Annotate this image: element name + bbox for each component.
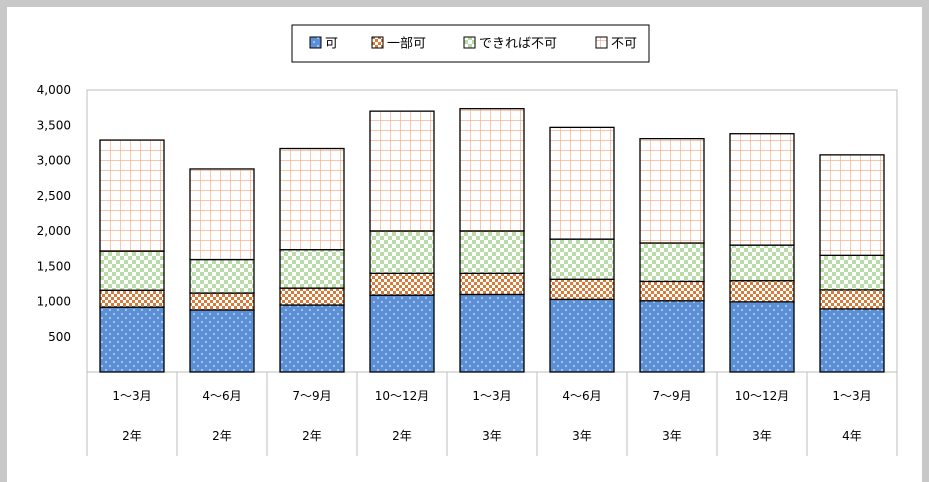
bar-segment <box>369 272 435 296</box>
bar-segment <box>459 108 525 232</box>
bar-segment <box>99 250 165 291</box>
x-year-label: 3年 <box>572 429 592 443</box>
bar-segment <box>369 230 435 274</box>
x-category-label: 7～9月 <box>652 389 691 403</box>
bar-segment <box>819 154 885 256</box>
legend-label: できれば不可 <box>479 37 557 52</box>
x-category-label: 1～3月 <box>112 389 151 403</box>
legend-label: 不可 <box>611 37 637 52</box>
y-tick-label: 1,500 <box>37 259 71 273</box>
bar-segment <box>459 293 525 373</box>
x-year-label: 3年 <box>662 429 682 443</box>
x-category-label: 1～3月 <box>832 389 871 403</box>
bar-segment <box>819 308 885 373</box>
bar-segment <box>99 289 165 308</box>
bar-segment <box>369 110 435 232</box>
x-year-label: 2年 <box>302 429 322 443</box>
legend-swatch <box>595 36 608 49</box>
x-year-label: 2年 <box>392 429 412 443</box>
y-tick-label: 4,000 <box>37 83 71 97</box>
bar-segment <box>639 280 705 302</box>
x-category-label: 10～12月 <box>735 389 790 403</box>
y-tick-label: 1,000 <box>37 295 71 309</box>
bar-segment <box>639 242 705 283</box>
bar-segment <box>549 238 615 280</box>
legend-swatch <box>309 36 322 49</box>
y-tick-label: 2,000 <box>37 224 71 238</box>
bar-segment <box>189 309 255 373</box>
legend-swatch <box>463 36 476 49</box>
bar-segment <box>729 280 795 303</box>
bars <box>99 108 885 373</box>
bar-segment <box>729 133 795 246</box>
bar-segment <box>549 126 615 240</box>
x-category-label: 7～9月 <box>292 389 331 403</box>
x-category-label: 1～3月 <box>472 389 511 403</box>
y-tick-label: 500 <box>48 330 71 344</box>
bar-segment <box>819 289 885 310</box>
bar-segment <box>279 147 345 251</box>
bar-segment <box>549 278 615 301</box>
x-axis: 1～3月 2年 4～6月 2年 7～9月 2年 10～12月 2年 1～3月 3年 4～6月 3年 7～… <box>86 372 898 456</box>
legend: 可 一部可 できれば不可 不可 <box>291 24 650 63</box>
bar-segment <box>189 292 255 311</box>
bar-segment <box>189 168 255 261</box>
bar-segment <box>279 287 345 306</box>
x-category-label: 10～12月 <box>375 389 430 403</box>
bar-segment <box>819 254 885 291</box>
x-year-label: 3年 <box>752 429 772 443</box>
y-tick-label: 3,000 <box>37 154 71 168</box>
x-year-label: 2年 <box>122 429 142 443</box>
bar-segment <box>99 139 165 252</box>
bar-segment <box>729 244 795 282</box>
bar-segment <box>279 249 345 289</box>
bar-segment <box>459 230 525 274</box>
bar-segment <box>639 137 705 244</box>
bar-segment <box>459 272 525 296</box>
bar-segment <box>279 304 345 373</box>
y-tick-label: 2,500 <box>37 189 71 203</box>
bar-segment <box>99 306 165 373</box>
bar-segment <box>549 298 615 373</box>
legend-label: 一部可 <box>387 37 426 52</box>
y-tick-label: 3,500 <box>37 118 71 132</box>
x-year-label: 3年 <box>482 429 502 443</box>
x-category-label: 4～6月 <box>202 389 241 403</box>
x-year-label: 2年 <box>212 429 232 443</box>
legend-swatch <box>371 36 384 49</box>
x-category-label: 4～6月 <box>562 389 601 403</box>
bar-segment <box>639 300 705 373</box>
bar-segment <box>729 301 795 373</box>
legend-label: 可 <box>325 37 338 52</box>
bar-segment <box>369 294 435 373</box>
bar-segment <box>189 258 255 294</box>
x-year-label: 4年 <box>842 429 862 443</box>
